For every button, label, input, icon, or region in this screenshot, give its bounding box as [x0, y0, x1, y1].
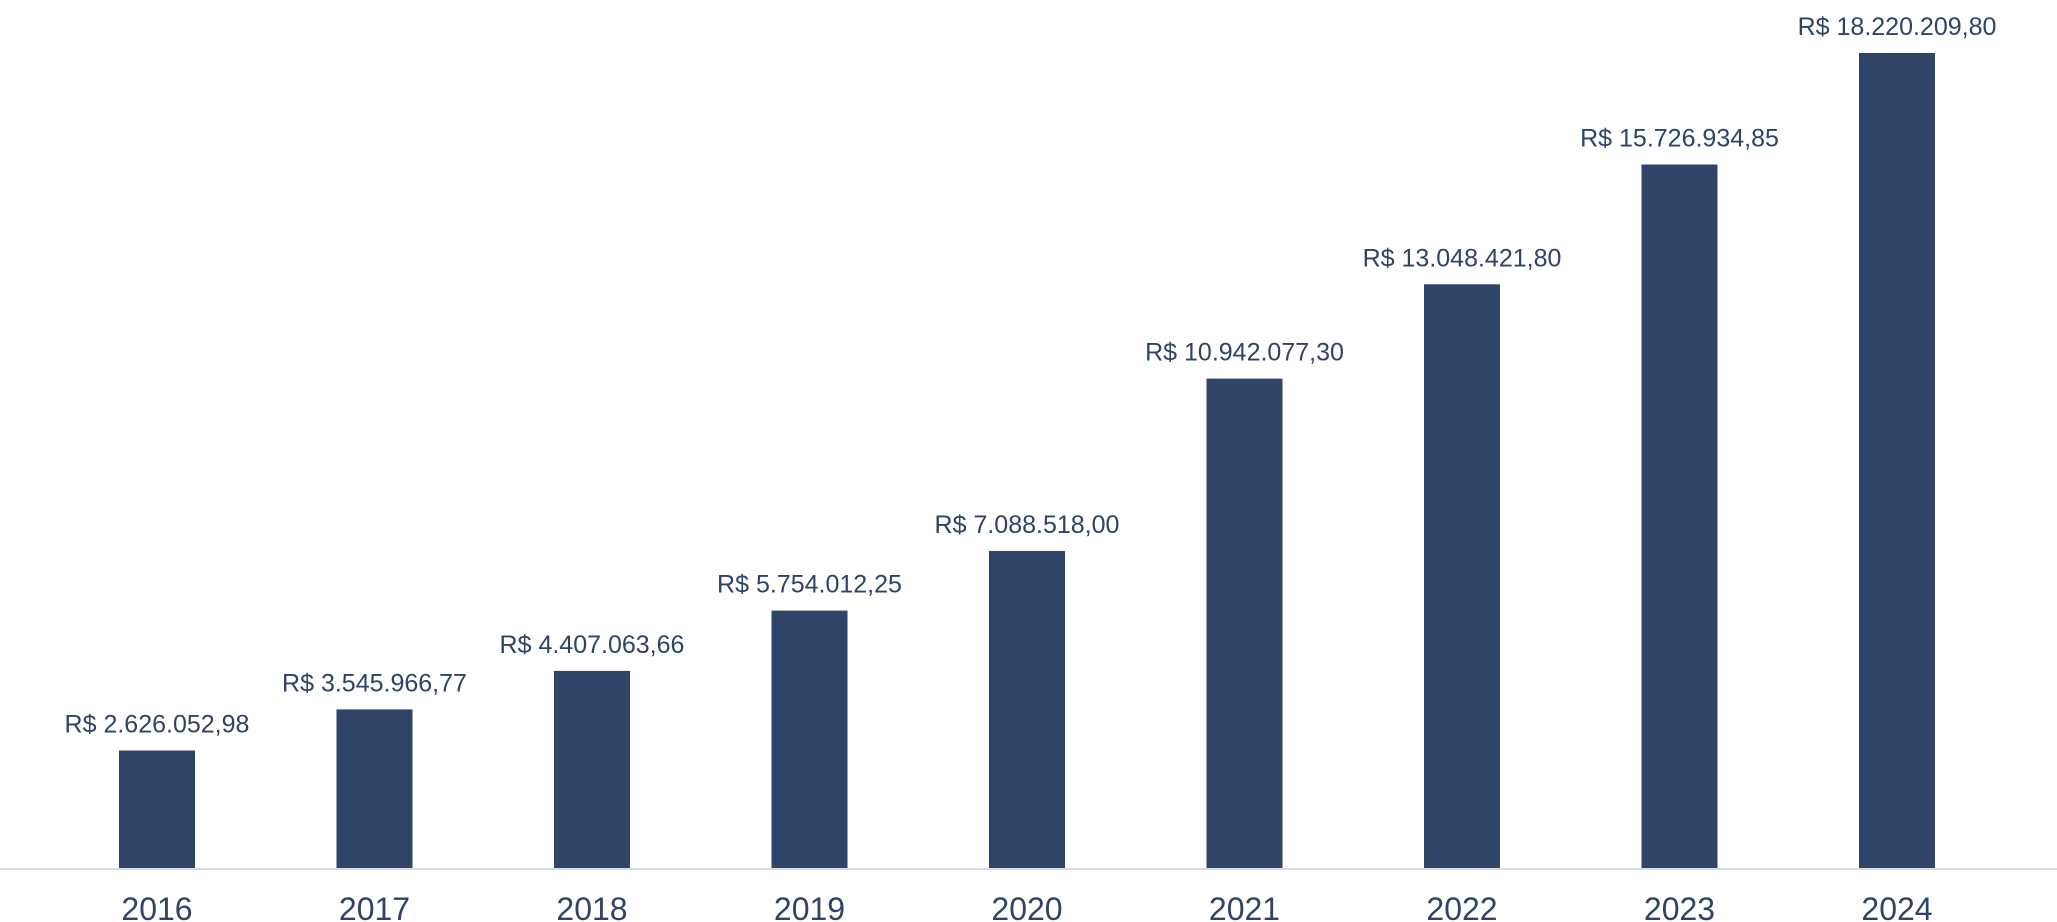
bar-2023	[1641, 164, 1718, 868]
x-tick-labels-group: 2016 2017 2018 2019 2020 2021 2022 2023 2024	[121, 891, 1932, 922]
bar-2020	[989, 550, 1065, 868]
x-tick-label-2017: 2017	[339, 891, 410, 922]
bar-2017	[336, 709, 413, 868]
data-label-2022: R$ 13.048.421,80	[1363, 244, 1562, 272]
bar-2022	[1424, 284, 1500, 868]
x-tick-label-2021: 2021	[1209, 891, 1280, 922]
bar-2016	[119, 750, 195, 868]
bar-2021	[1206, 378, 1283, 868]
data-labels-group: R$ 2.626.052,98 R$ 3.545.966,77 R$ 4.407.0…	[65, 13, 1997, 739]
x-tick-label-2016: 2016	[121, 891, 192, 922]
data-label-2017: R$ 3.545.966,77	[282, 669, 467, 697]
data-label-2018: R$ 4.407.063,66	[500, 631, 685, 659]
data-label-2016: R$ 2.626.052,98	[65, 711, 250, 739]
x-tick-label-2022: 2022	[1426, 891, 1497, 922]
x-tick-label-2019: 2019	[774, 891, 845, 922]
data-label-2023: R$ 15.726.934,85	[1580, 125, 1779, 153]
bar-2018	[554, 670, 630, 868]
data-label-2019: R$ 5.754.012,25	[717, 571, 902, 599]
bar-2019	[771, 610, 848, 868]
x-tick-label-2020: 2020	[991, 891, 1062, 922]
x-tick-label-2023: 2023	[1644, 891, 1715, 922]
data-label-2024: R$ 18.220.209,80	[1798, 13, 1997, 41]
x-tick-label-2024: 2024	[1861, 891, 1932, 922]
data-label-2021: R$ 10.942.077,30	[1145, 339, 1344, 367]
x-tick-label-2018: 2018	[556, 891, 627, 922]
bars-group	[119, 53, 1935, 868]
bar-2024	[1859, 53, 1935, 868]
data-label-2020: R$ 7.088.518,00	[935, 511, 1120, 539]
